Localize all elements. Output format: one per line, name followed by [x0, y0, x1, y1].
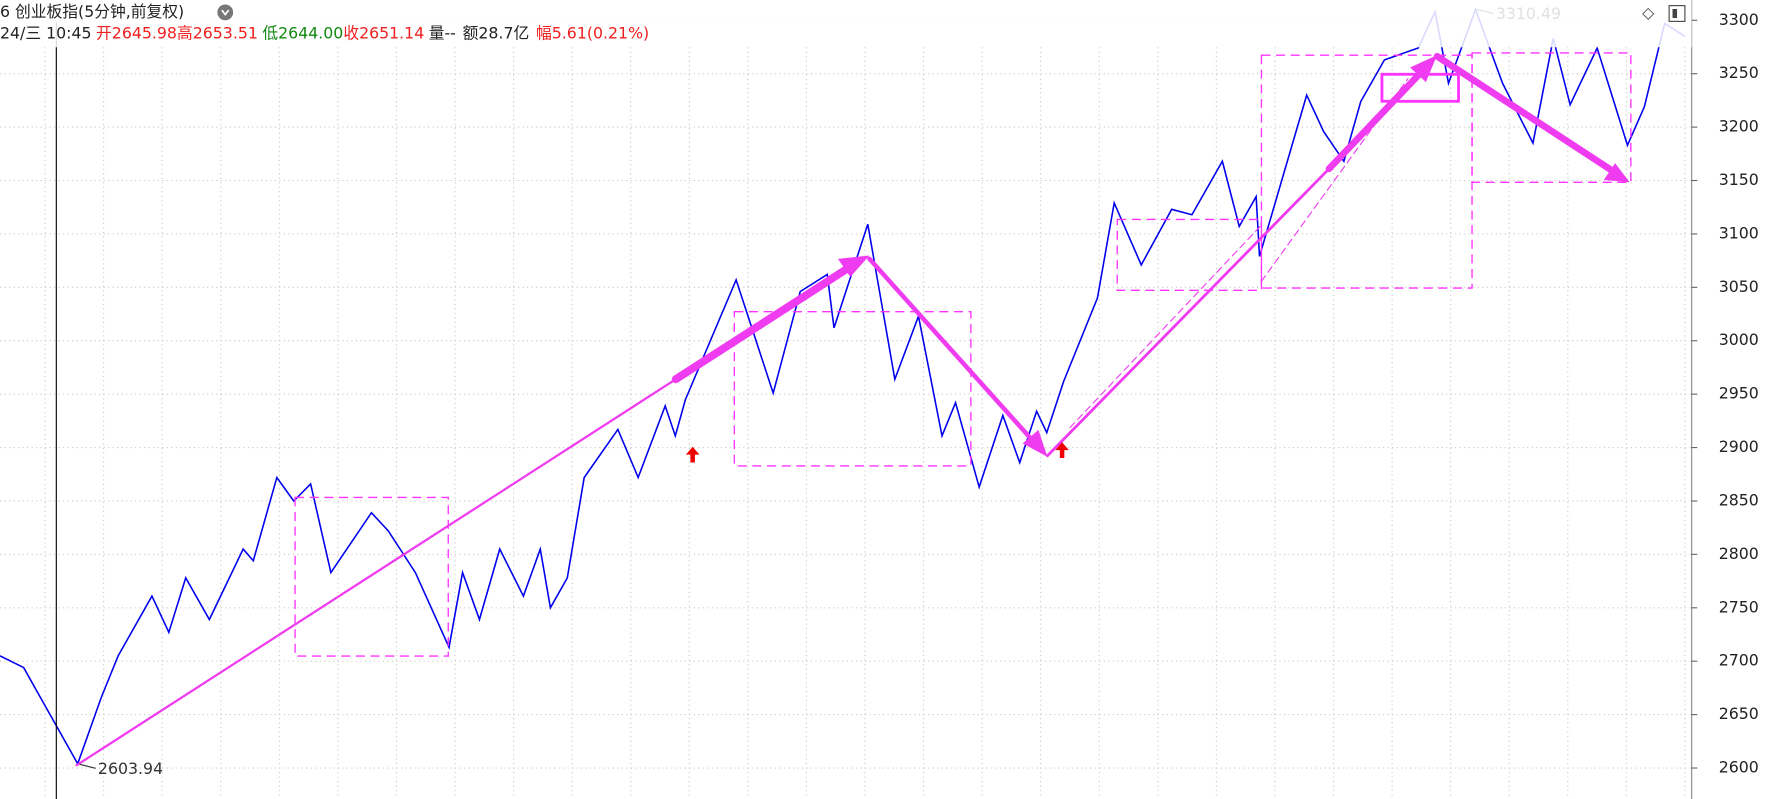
plot: 3310.492603.94 — [0, 4, 1692, 778]
header-bg — [0, 0, 1692, 48]
low: 低2644.00 — [262, 23, 343, 42]
panel-icon[interactable] — [1668, 5, 1686, 22]
quote-line: 24/三 10:45 开2645.98高2653.51 低2644.00收2651.… — [0, 23, 649, 42]
y-tick-label: 2700 — [1719, 651, 1759, 670]
y-tick-label: 2850 — [1719, 490, 1759, 509]
range-box — [1116, 218, 1263, 292]
high: 高2653.51 — [177, 23, 258, 42]
y-axis: 2600 2650 2700 2750 2800 2850 2900 2950 3000 3050… — [1691, 10, 1759, 777]
y-tick-label: 2950 — [1719, 384, 1759, 403]
y-tick-label: 3150 — [1719, 170, 1759, 189]
extreme-pointer — [77, 763, 96, 769]
y-tick-label: 3000 — [1719, 330, 1759, 349]
vertical-grid — [44, 47, 1686, 799]
dropdown-icon[interactable] — [217, 4, 234, 21]
y-tick-label: 3100 — [1719, 223, 1759, 242]
header-title: 6 创业板指(5分钟,前复权) — [0, 2, 184, 21]
open: 开2645.98 — [96, 23, 177, 42]
time: 24/三 10:45 — [0, 23, 92, 42]
y-tick-label: 2650 — [1719, 704, 1759, 723]
axis-panel — [1691, 0, 1766, 799]
trend-arrows — [75, 52, 1630, 767]
y-tick-label: 2600 — [1719, 758, 1759, 777]
y-tick-label: 2900 — [1719, 437, 1759, 456]
y-tick-label: 3300 — [1719, 10, 1759, 29]
diamond-icon[interactable]: ◇ — [1642, 3, 1655, 22]
amount: 额28.7亿 — [463, 23, 530, 42]
dropdown-chevron — [221, 9, 230, 17]
panel-icon-part — [1672, 9, 1678, 19]
y-tick-label: 3050 — [1719, 277, 1759, 296]
y-tick-label: 2750 — [1719, 597, 1759, 616]
y-tick-label: 3200 — [1719, 117, 1759, 136]
extreme-label: 2603.94 — [98, 759, 163, 778]
range-box — [294, 496, 449, 657]
signal-arrow — [685, 446, 700, 463]
range-box — [733, 311, 972, 467]
volume: 量-- — [429, 23, 456, 42]
close: 收2651.14 — [343, 23, 424, 42]
y-tick-label: 2800 — [1719, 544, 1759, 563]
y-tick-label: 3250 — [1719, 63, 1759, 82]
change: 幅5.61(0.21%) — [536, 23, 649, 42]
range-box — [1471, 52, 1632, 183]
